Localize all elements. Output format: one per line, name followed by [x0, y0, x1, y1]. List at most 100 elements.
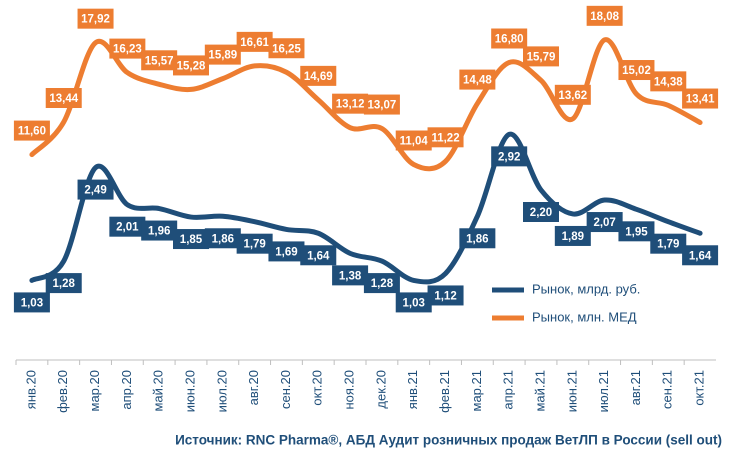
data-label-box: [236, 31, 273, 52]
data-label: 13,44: [45, 88, 82, 108]
data-label-text: 11,22: [431, 132, 459, 144]
data-label-text: 15,89: [208, 50, 237, 62]
data-label-text: 1,03: [403, 297, 425, 309]
data-label: 1,79: [236, 233, 273, 254]
data-label-text: 13,41: [686, 94, 715, 106]
x-tick-label: янв.21: [405, 370, 420, 409]
data-label: 2,49: [77, 179, 114, 200]
data-label-text: 16,23: [113, 44, 142, 56]
data-label-box: [491, 146, 528, 167]
data-label: 11,22: [427, 127, 464, 148]
x-tick-label: фев.21: [437, 370, 452, 413]
data-label: 1,64: [300, 245, 337, 266]
data-label-box: [13, 292, 50, 313]
x-tick-label: авг.20: [246, 370, 261, 405]
data-label-text: 1,85: [180, 234, 203, 246]
data-label: 17,92: [77, 8, 114, 29]
series-line: [29, 131, 703, 285]
data-label-box: [77, 179, 114, 200]
data-label: 13,12: [332, 93, 369, 114]
data-label: 1,03: [395, 292, 432, 313]
x-tick-label: апр.21: [501, 370, 516, 410]
data-label-text: 2,01: [116, 222, 139, 234]
data-label-box: [204, 228, 241, 249]
data-label-box: [173, 55, 209, 76]
data-label-box: [363, 94, 400, 115]
data-label-box: [77, 8, 114, 29]
data-label-box: [459, 69, 496, 90]
series-line: [29, 37, 703, 172]
data-label: 13,41: [682, 88, 719, 109]
data-label-text: 1,86: [212, 233, 234, 245]
data-label-box: [523, 202, 559, 222]
data-label: 2,92: [491, 146, 528, 167]
data-label-box: [618, 60, 655, 81]
data-label: 15,28: [173, 55, 209, 76]
x-tick-label: дек.20: [373, 370, 388, 409]
data-label: 1,86: [204, 228, 241, 249]
data-label-text: 15,79: [527, 51, 556, 63]
data-label-box: [395, 130, 432, 151]
x-tick-label: окт.20: [310, 370, 325, 406]
x-tick-label: мар.20: [87, 370, 102, 411]
x-tick-label: янв.20: [23, 370, 38, 409]
data-label: 16,25: [268, 38, 305, 59]
data-label-text: 1,03: [21, 297, 43, 309]
data-label-box: [109, 216, 146, 237]
data-label: 14,38: [650, 71, 687, 92]
data-label: 15,57: [141, 50, 178, 71]
data-label-text: 1,96: [148, 226, 170, 238]
data-label: 1,86: [459, 228, 496, 249]
data-label: 1,38: [332, 265, 369, 286]
data-label: 16,23: [109, 38, 146, 59]
x-tick-label: окт.21: [692, 370, 707, 406]
data-label: 1,79: [650, 233, 687, 254]
data-label-text: 16,25: [272, 43, 301, 55]
data-label: 11,60: [13, 120, 50, 141]
data-label: 2,20: [523, 202, 559, 222]
data-label-box: [523, 46, 559, 67]
data-label-text: 1,86: [466, 233, 488, 245]
data-label-text: 14,48: [463, 75, 492, 87]
data-label: 2,07: [586, 212, 623, 233]
data-label-text: 13,44: [49, 93, 78, 105]
data-label-box: [650, 233, 687, 254]
data-label-box: [554, 225, 591, 246]
data-label-text: 18,08: [590, 11, 619, 23]
data-label-box: [236, 233, 273, 254]
x-tick-label: июн.20: [182, 370, 197, 412]
data-label: 16,61: [236, 31, 273, 52]
data-label-box: [204, 44, 241, 65]
x-tick-label: сен.20: [278, 370, 293, 409]
data-label-box: [682, 245, 719, 266]
legend-label: Рынок, млн. МЕД: [532, 309, 637, 324]
data-label-text: 1,28: [53, 278, 76, 290]
data-label-box: [427, 127, 464, 148]
x-tick-label: июл.21: [596, 370, 611, 412]
data-label-text: 13,62: [558, 90, 587, 102]
x-tick-label: июн.21: [564, 370, 579, 412]
data-label: 1,64: [682, 245, 719, 266]
data-label: 15,02: [618, 60, 655, 81]
data-label-box: [332, 93, 369, 114]
data-label: 18,08: [586, 5, 623, 26]
data-label-box: [586, 5, 623, 26]
data-label-box: [682, 88, 719, 109]
data-label-box: [618, 221, 655, 242]
data-label-box: [491, 28, 528, 49]
data-label-text: 1,79: [657, 239, 679, 251]
data-label: 15,89: [204, 44, 241, 65]
data-label: 14,69: [300, 65, 337, 86]
data-label-text: 1,38: [339, 270, 362, 282]
data-label: 11,04: [395, 130, 432, 151]
data-label-box: [363, 273, 400, 294]
data-label: 1,85: [173, 229, 209, 250]
data-label-text: 14,69: [304, 71, 333, 83]
data-label-text: 2,20: [530, 207, 552, 219]
data-label: 1,96: [141, 220, 178, 241]
data-label-box: [173, 229, 209, 250]
data-label: 1,28: [363, 273, 400, 294]
data-label-box: [300, 245, 337, 266]
x-tick-label: май.21: [532, 370, 547, 412]
data-label-text: 1,95: [625, 226, 648, 238]
